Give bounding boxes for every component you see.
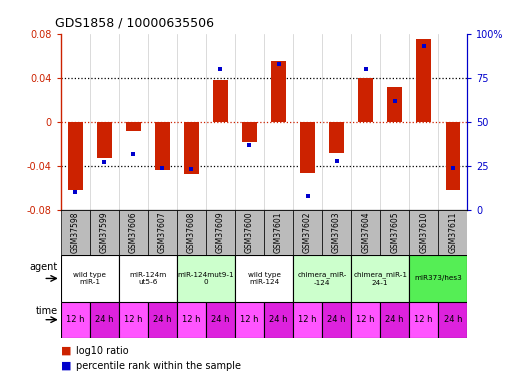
- Text: 24 h: 24 h: [153, 315, 172, 324]
- Bar: [177, 302, 206, 338]
- Bar: [409, 210, 438, 255]
- Bar: [351, 210, 380, 255]
- Text: agent: agent: [30, 262, 58, 272]
- Bar: [351, 255, 409, 302]
- Text: GSM37604: GSM37604: [361, 211, 370, 254]
- Text: 12 h: 12 h: [356, 315, 375, 324]
- Text: GSM37609: GSM37609: [216, 211, 225, 254]
- Text: 24 h: 24 h: [327, 315, 346, 324]
- Text: GSM37611: GSM37611: [448, 212, 457, 253]
- Bar: [97, 122, 111, 158]
- Bar: [409, 255, 467, 302]
- Bar: [438, 210, 467, 255]
- Text: GSM37605: GSM37605: [390, 211, 399, 254]
- Text: 24 h: 24 h: [444, 315, 462, 324]
- Text: 24 h: 24 h: [211, 315, 230, 324]
- Text: miR-124m
ut5-6: miR-124m ut5-6: [129, 272, 166, 285]
- Text: GDS1858 / 10000635506: GDS1858 / 10000635506: [55, 17, 214, 30]
- Text: 12 h: 12 h: [66, 315, 84, 324]
- Bar: [293, 255, 351, 302]
- Bar: [177, 255, 235, 302]
- Bar: [213, 80, 228, 122]
- Bar: [155, 122, 169, 170]
- Bar: [264, 302, 293, 338]
- Text: 12 h: 12 h: [414, 315, 433, 324]
- Bar: [322, 210, 351, 255]
- Text: ■: ■: [61, 361, 71, 370]
- Bar: [417, 39, 431, 122]
- Bar: [293, 302, 322, 338]
- Bar: [177, 210, 206, 255]
- Bar: [148, 210, 177, 255]
- Bar: [126, 122, 140, 131]
- Bar: [90, 302, 119, 338]
- Text: miR-124mut9-1
0: miR-124mut9-1 0: [177, 272, 234, 285]
- Text: 24 h: 24 h: [385, 315, 404, 324]
- Text: GSM37606: GSM37606: [129, 211, 138, 254]
- Text: chimera_miR-
-124: chimera_miR- -124: [297, 272, 347, 286]
- Bar: [119, 302, 148, 338]
- Text: GSM37599: GSM37599: [100, 211, 109, 254]
- Text: 24 h: 24 h: [95, 315, 114, 324]
- Bar: [322, 302, 351, 338]
- Bar: [300, 122, 315, 172]
- Bar: [90, 210, 119, 255]
- Text: GSM37600: GSM37600: [245, 211, 254, 254]
- Bar: [235, 302, 264, 338]
- Text: 12 h: 12 h: [124, 315, 143, 324]
- Text: GSM37608: GSM37608: [187, 212, 196, 253]
- Text: 24 h: 24 h: [269, 315, 288, 324]
- Bar: [61, 302, 90, 338]
- Bar: [68, 122, 82, 190]
- Text: ■: ■: [61, 346, 71, 355]
- Text: GSM37601: GSM37601: [274, 212, 283, 253]
- Bar: [380, 302, 409, 338]
- Bar: [61, 210, 90, 255]
- Text: miR373/hes3: miR373/hes3: [414, 275, 462, 281]
- Bar: [184, 122, 199, 174]
- Bar: [388, 87, 402, 122]
- Bar: [264, 210, 293, 255]
- Bar: [235, 255, 293, 302]
- Text: GSM37610: GSM37610: [419, 212, 428, 253]
- Text: log10 ratio: log10 ratio: [76, 346, 128, 355]
- Text: time: time: [36, 306, 58, 316]
- Bar: [61, 255, 119, 302]
- Bar: [206, 210, 235, 255]
- Text: 12 h: 12 h: [182, 315, 201, 324]
- Bar: [271, 61, 286, 122]
- Bar: [206, 302, 235, 338]
- Bar: [359, 78, 373, 122]
- Text: 12 h: 12 h: [298, 315, 317, 324]
- Text: GSM37603: GSM37603: [332, 211, 341, 254]
- Bar: [119, 210, 148, 255]
- Text: percentile rank within the sample: percentile rank within the sample: [76, 361, 241, 370]
- Bar: [119, 255, 177, 302]
- Text: GSM37598: GSM37598: [71, 212, 80, 253]
- Bar: [438, 302, 467, 338]
- Text: GSM37607: GSM37607: [158, 211, 167, 254]
- Bar: [329, 122, 344, 153]
- Bar: [380, 210, 409, 255]
- Bar: [351, 302, 380, 338]
- Text: 12 h: 12 h: [240, 315, 259, 324]
- Bar: [293, 210, 322, 255]
- Bar: [235, 210, 264, 255]
- Text: chimera_miR-1
24-1: chimera_miR-1 24-1: [353, 272, 407, 286]
- Text: wild type
miR-1: wild type miR-1: [73, 272, 106, 285]
- Bar: [409, 302, 438, 338]
- Bar: [446, 122, 460, 190]
- Text: wild type
miR-124: wild type miR-124: [248, 272, 280, 285]
- Text: GSM37602: GSM37602: [303, 212, 312, 253]
- Bar: [148, 302, 177, 338]
- Bar: [242, 122, 257, 142]
